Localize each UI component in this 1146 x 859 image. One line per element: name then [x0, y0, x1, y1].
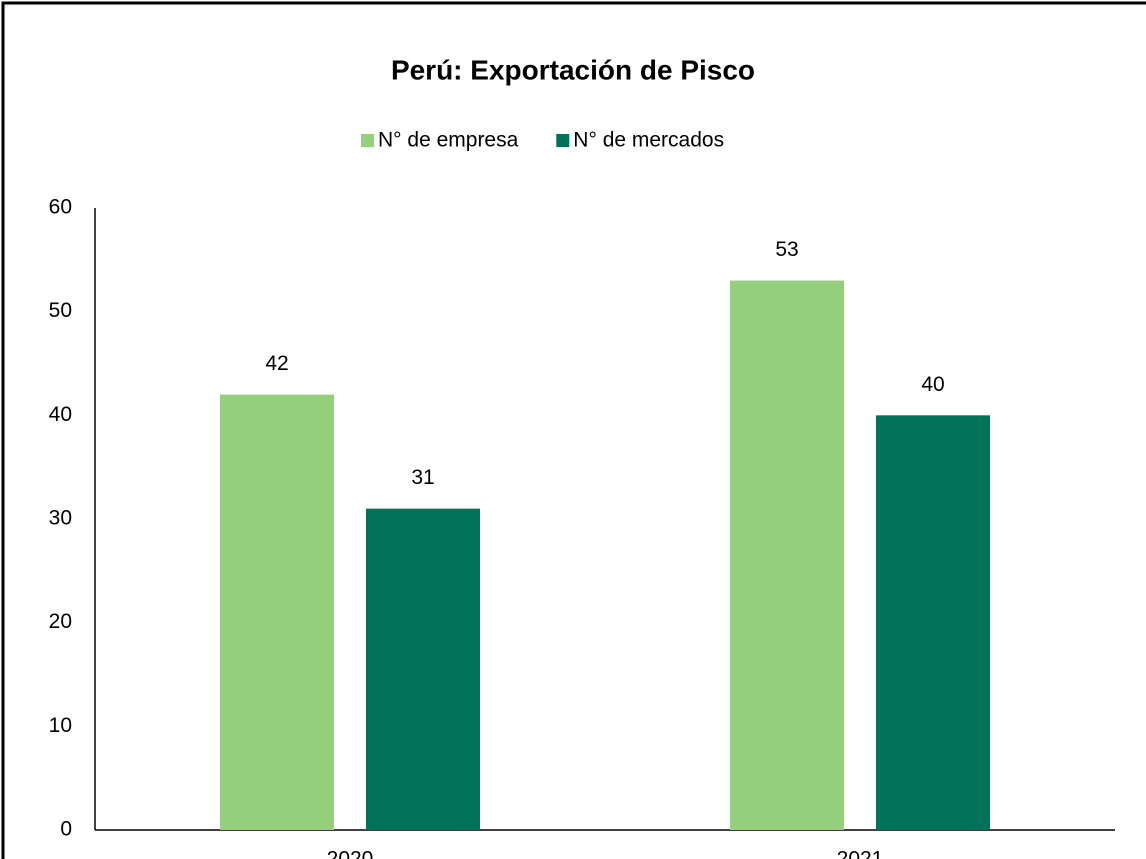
- bar: [366, 508, 480, 830]
- y-tick-label: 30: [49, 507, 72, 530]
- x-tick-label: 2020: [327, 848, 374, 859]
- y-tick-label: 40: [49, 403, 72, 426]
- data-label: 53: [775, 238, 798, 261]
- legend-marker: [556, 134, 570, 147]
- chart-title: Perú: Exportación de Pisco: [391, 54, 755, 85]
- legend-label: N° de mercados: [573, 129, 724, 152]
- bar: [220, 394, 334, 830]
- data-label: 40: [921, 373, 944, 396]
- data-label: 31: [411, 466, 434, 489]
- y-tick-label: 10: [49, 714, 72, 737]
- legend-marker: [361, 134, 374, 147]
- data-label: 42: [265, 352, 288, 375]
- bar: [876, 415, 990, 830]
- legend-label: N° de empresa: [378, 129, 519, 152]
- y-tick-label: 50: [49, 299, 72, 322]
- bar: [730, 280, 844, 831]
- y-tick-label: 60: [49, 196, 72, 219]
- x-tick-label: 2021: [837, 848, 884, 859]
- y-tick-label: 20: [49, 610, 72, 633]
- y-tick-label: 0: [60, 818, 72, 841]
